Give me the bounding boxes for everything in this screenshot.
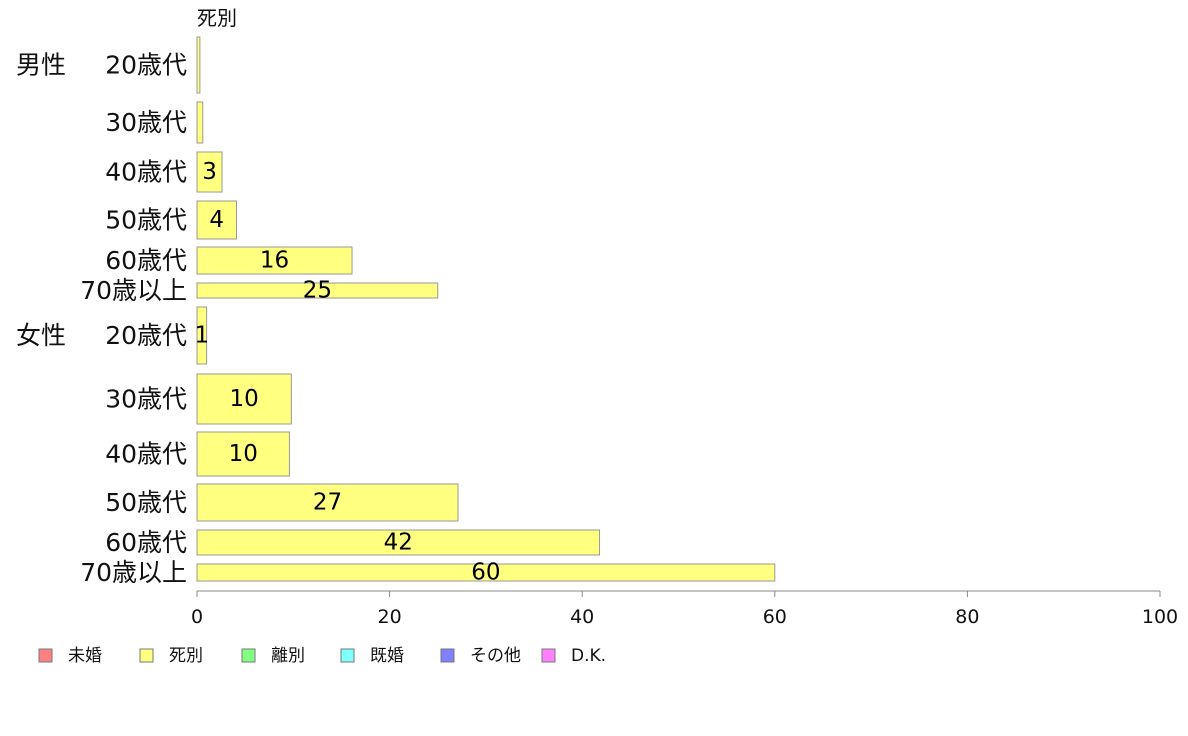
- bar: [196, 36, 201, 94]
- category-label: 20歳代: [105, 51, 187, 80]
- bar: [196, 483, 459, 522]
- bar: [196, 282, 439, 299]
- x-tick-label: 20: [378, 606, 402, 628]
- bar: [196, 563, 776, 582]
- bar-data-label: 10: [230, 386, 259, 412]
- category-label: 20歳代: [105, 321, 187, 350]
- bar-data-label: 42: [384, 530, 413, 556]
- bars: 3 4 16 25 1 10 10 27 42 60: [194, 36, 776, 586]
- legend-label: D.K.: [571, 646, 606, 666]
- category-label: 60歳代: [105, 528, 187, 557]
- legend-label: 離別: [271, 646, 305, 666]
- legend-label: 未婚: [68, 646, 102, 666]
- group-label: 女性: [16, 321, 66, 350]
- category-label: 60歳代: [105, 246, 187, 275]
- category-label: 30歳代: [105, 385, 187, 414]
- group-label: 男性: [16, 51, 66, 80]
- column-title: 死別: [197, 6, 237, 30]
- legend-swatch: [541, 648, 556, 663]
- legend-swatch: [340, 648, 355, 663]
- bar: [196, 529, 601, 556]
- bar: [196, 101, 204, 144]
- bar-data-label: 4: [209, 207, 224, 233]
- legend-swatch: [440, 648, 455, 663]
- x-tick-label: 0: [191, 606, 203, 628]
- bar-data-label: 16: [260, 248, 289, 274]
- x-tick-label: 100: [1142, 606, 1178, 628]
- category-label: 70歳以上: [80, 276, 187, 305]
- legend-swatch: [241, 648, 256, 663]
- x-tick-label: 80: [955, 606, 979, 628]
- bar: [196, 373, 292, 425]
- bar-data-label: 60: [471, 560, 500, 586]
- category-labels: 20歳代30歳代40歳代50歳代60歳代70歳以上20歳代30歳代40歳代50歳…: [16, 51, 187, 588]
- x-tick-label: 40: [570, 606, 594, 628]
- legend-swatch: [38, 648, 53, 663]
- bar-data-label: 27: [313, 490, 342, 516]
- x-tick-label: 60: [763, 606, 787, 628]
- bar: [196, 246, 353, 275]
- bar-data-label: 25: [303, 278, 332, 304]
- category-label: 70歳以上: [80, 558, 187, 587]
- legend-label: その他: [470, 646, 521, 666]
- x-axis: 0 20 40 60 80 100: [191, 590, 1178, 628]
- category-label: 40歳代: [105, 440, 187, 469]
- bar-data-label: 3: [202, 159, 217, 185]
- bar: [196, 200, 237, 240]
- legend-swatch: [139, 648, 154, 663]
- bar: [196, 306, 208, 365]
- bar: [196, 431, 290, 477]
- bar: [196, 151, 223, 193]
- bar-data-label: 10: [229, 441, 258, 467]
- category-label: 30歳代: [105, 108, 187, 137]
- legend-label: 死別: [169, 646, 203, 666]
- category-label: 40歳代: [105, 158, 187, 187]
- bar-data-label: 1: [194, 323, 209, 349]
- legend-label: 既婚: [370, 646, 404, 666]
- legend: 未婚 死別 離別 既婚 その他 D.K.: [38, 646, 606, 666]
- category-label: 50歳代: [105, 488, 187, 517]
- category-label: 50歳代: [105, 206, 187, 235]
